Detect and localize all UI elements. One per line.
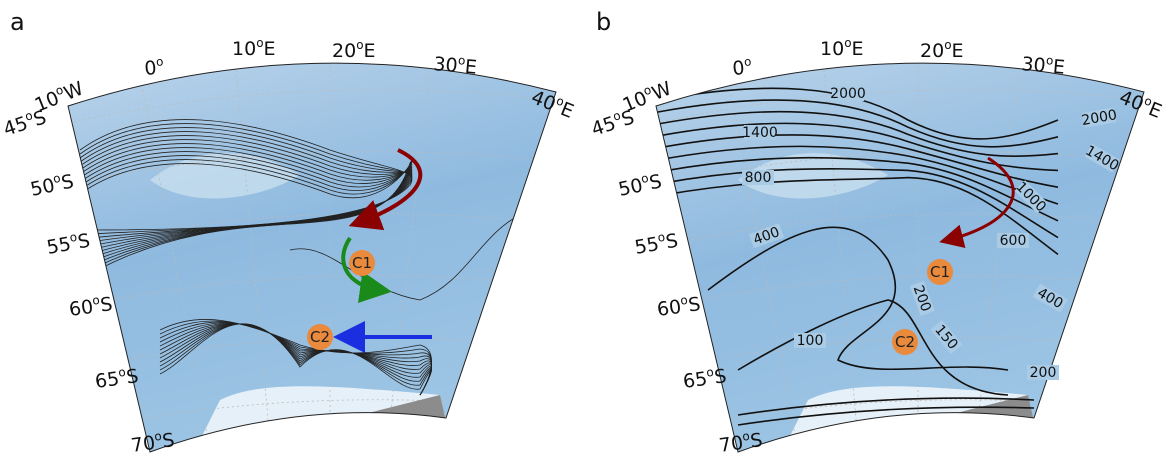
- label-degree: o: [356, 38, 363, 52]
- label-direction: W: [649, 77, 675, 105]
- label-direction: E: [852, 38, 864, 60]
- map-panel-a: C1 C2: [40, 60, 600, 452]
- label-number: 55: [45, 233, 73, 259]
- label-direction: S: [76, 230, 92, 254]
- label-direction: S: [647, 170, 663, 194]
- coordinate-label: 20oE: [332, 38, 376, 62]
- coordinate-label: 55oS: [633, 228, 680, 259]
- label-number: 65: [94, 368, 121, 393]
- panel-label: a: [10, 8, 25, 36]
- coordinate-label: 55oS: [45, 228, 92, 259]
- coordinate-label: 45oS: [0, 104, 49, 140]
- coordinate-label: 10oE: [820, 36, 864, 60]
- coordinate-label: 65oS: [681, 363, 728, 393]
- label-degree: o: [155, 54, 164, 69]
- coordinate-label: 30oE: [1021, 51, 1066, 79]
- contour-label: 800: [745, 170, 772, 186]
- label-direction: E: [1052, 56, 1066, 79]
- label-number: 30: [1021, 53, 1047, 77]
- coordinate-label: 70oS: [129, 427, 176, 457]
- label-number: 10: [232, 38, 256, 60]
- label-number: 70: [718, 432, 745, 457]
- label-degree: o: [743, 54, 752, 69]
- label-degree: o: [944, 38, 951, 52]
- site-label: C2: [310, 328, 330, 346]
- coordinate-label: 0o: [731, 54, 752, 80]
- label-number: 10: [820, 38, 844, 60]
- coordinate-label: 70oS: [717, 427, 764, 457]
- coordinate-label: 45oS: [588, 104, 637, 140]
- contour-label: 1400: [742, 125, 778, 141]
- label-degree: o: [256, 36, 263, 50]
- label-number: 60: [68, 296, 95, 321]
- label-direction: E: [364, 40, 376, 62]
- contour-label: 100: [797, 333, 824, 349]
- coordinate-label: 10oE: [232, 36, 276, 60]
- label-number: 20: [920, 40, 944, 62]
- label-number: 60: [656, 296, 683, 321]
- contour-label: 200: [1030, 365, 1057, 381]
- label-number: 20: [332, 40, 356, 62]
- site-label: C1: [930, 263, 950, 281]
- label-direction: S: [59, 170, 75, 194]
- coordinate-label: 20oE: [920, 38, 964, 62]
- panel-label: b: [596, 8, 611, 36]
- site-label: C1: [352, 254, 372, 272]
- contour-label: 600: [1000, 233, 1027, 249]
- coordinate-label: 30oE: [433, 51, 478, 79]
- label-direction: S: [99, 293, 114, 316]
- label-direction: E: [464, 56, 478, 79]
- label-direction: E: [264, 38, 276, 60]
- label-direction: S: [687, 293, 702, 316]
- label-number: 70: [130, 432, 157, 457]
- label-number: 30: [433, 53, 459, 77]
- coordinate-label: 50oS: [28, 168, 76, 201]
- label-direction: W: [61, 77, 87, 105]
- coordinate-label: 0o: [143, 54, 164, 80]
- coordinate-label: 65oS: [93, 363, 140, 393]
- coordinate-label: 60oS: [655, 291, 702, 321]
- coordinate-label: 50oS: [616, 168, 664, 201]
- contour-label: 2000: [830, 86, 866, 102]
- site-label: C2: [895, 333, 915, 351]
- coordinate-label: 60oS: [67, 291, 114, 321]
- label-direction: S: [664, 230, 680, 254]
- label-degree: o: [844, 36, 851, 50]
- label-number: 55: [633, 233, 661, 259]
- label-direction: E: [952, 40, 964, 62]
- label-number: 65: [682, 368, 709, 393]
- figure: C1C2 C1C22000200014001400800100040060020…: [0, 0, 1172, 461]
